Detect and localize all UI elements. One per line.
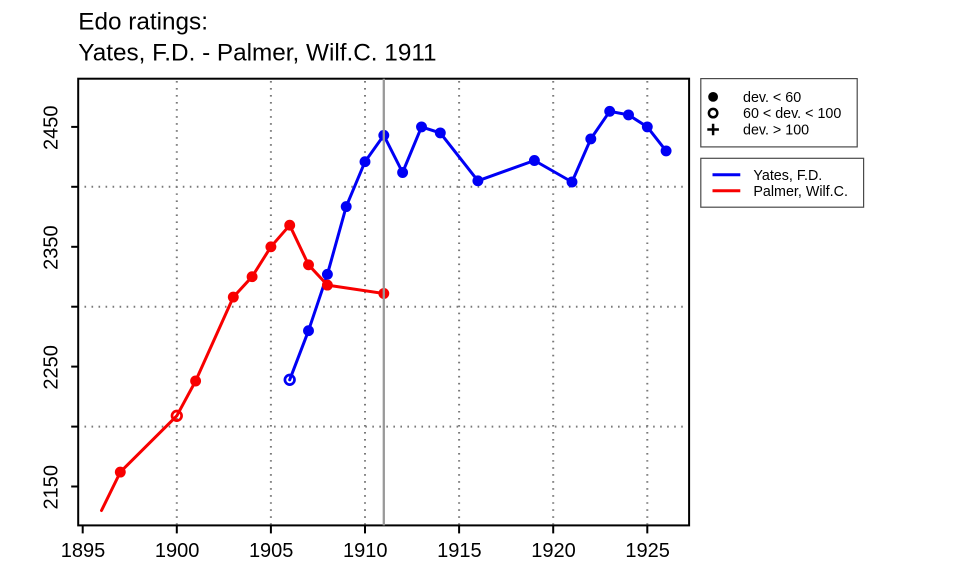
svg-text:2450: 2450 [40, 105, 62, 150]
svg-text:1920: 1920 [531, 540, 576, 562]
svg-text:dev. < 60: dev. < 60 [743, 90, 801, 106]
svg-text:2250: 2250 [40, 345, 62, 390]
svg-text:1910: 1910 [343, 540, 388, 562]
svg-text:1925: 1925 [625, 540, 670, 562]
svg-text:Palmer, Wilf.C.: Palmer, Wilf.C. [753, 184, 848, 200]
svg-text:1905: 1905 [249, 540, 294, 562]
svg-text:Yates, F.D. - Palmer, Wilf.C.: Yates, F.D. - Palmer, Wilf.C. 1911 [78, 40, 436, 67]
svg-text:2350: 2350 [40, 225, 62, 270]
svg-text:Yates, F.D.: Yates, F.D. [753, 168, 822, 184]
svg-text:dev. > 100: dev. > 100 [743, 122, 809, 138]
svg-text:2150: 2150 [40, 465, 62, 510]
svg-text:1915: 1915 [437, 540, 482, 562]
svg-text:Edo ratings:: Edo ratings: [78, 9, 208, 36]
svg-text:1900: 1900 [155, 540, 200, 562]
svg-text:60 < dev. < 100: 60 < dev. < 100 [743, 106, 841, 122]
svg-text:1895: 1895 [61, 540, 106, 562]
